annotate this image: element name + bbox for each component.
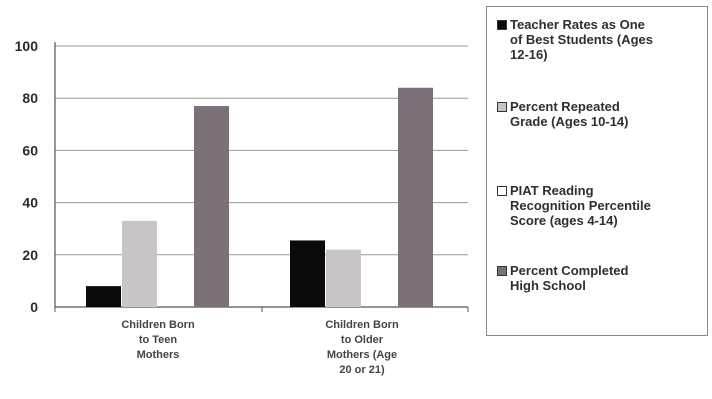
bar: [122, 220, 157, 307]
legend-swatch: [497, 186, 507, 196]
legend-swatch: [497, 266, 507, 276]
legend: Teacher Rates as One of Best Students (Ag…: [486, 6, 708, 336]
legend-item: PIAT Reading Recognition Percentile Score …: [497, 183, 705, 228]
bar: [398, 87, 433, 307]
bar: [86, 286, 121, 307]
legend-item: Percent Repeated Grade (Ages 10-14): [497, 99, 705, 129]
x-category-label: Children Born: [121, 319, 195, 331]
legend-item: Teacher Rates as One of Best Students (Ag…: [497, 17, 705, 62]
x-category-label: to Teen: [139, 334, 178, 346]
y-tick-label: 100: [15, 38, 39, 54]
x-category-label: 20 or 21): [339, 364, 385, 376]
legend-label: PIAT Reading Recognition Percentile Score …: [510, 183, 651, 228]
legend-label: Teacher Rates as One of Best Students (Ag…: [510, 17, 654, 62]
legend-label: Percent Completed High School: [510, 263, 629, 293]
y-tick-label: 80: [22, 90, 38, 106]
x-category-label: Mothers (Age: [327, 349, 397, 361]
legend-swatch: [497, 20, 507, 30]
bar: [194, 106, 229, 307]
bar: [290, 240, 325, 307]
y-tick-label: 0: [30, 299, 38, 315]
bar: [326, 249, 361, 307]
legend-item: Percent Completed High School: [497, 263, 705, 293]
legend-label: Percent Repeated Grade (Ages 10-14): [510, 99, 629, 129]
x-category-label: Mothers: [137, 349, 180, 361]
x-category-label: Children Born: [325, 319, 399, 331]
y-tick-label: 40: [22, 195, 38, 211]
legend-swatch: [497, 102, 507, 112]
y-tick-label: 20: [22, 247, 38, 263]
y-tick-label: 60: [22, 142, 38, 158]
x-category-label: to Older: [341, 334, 384, 346]
